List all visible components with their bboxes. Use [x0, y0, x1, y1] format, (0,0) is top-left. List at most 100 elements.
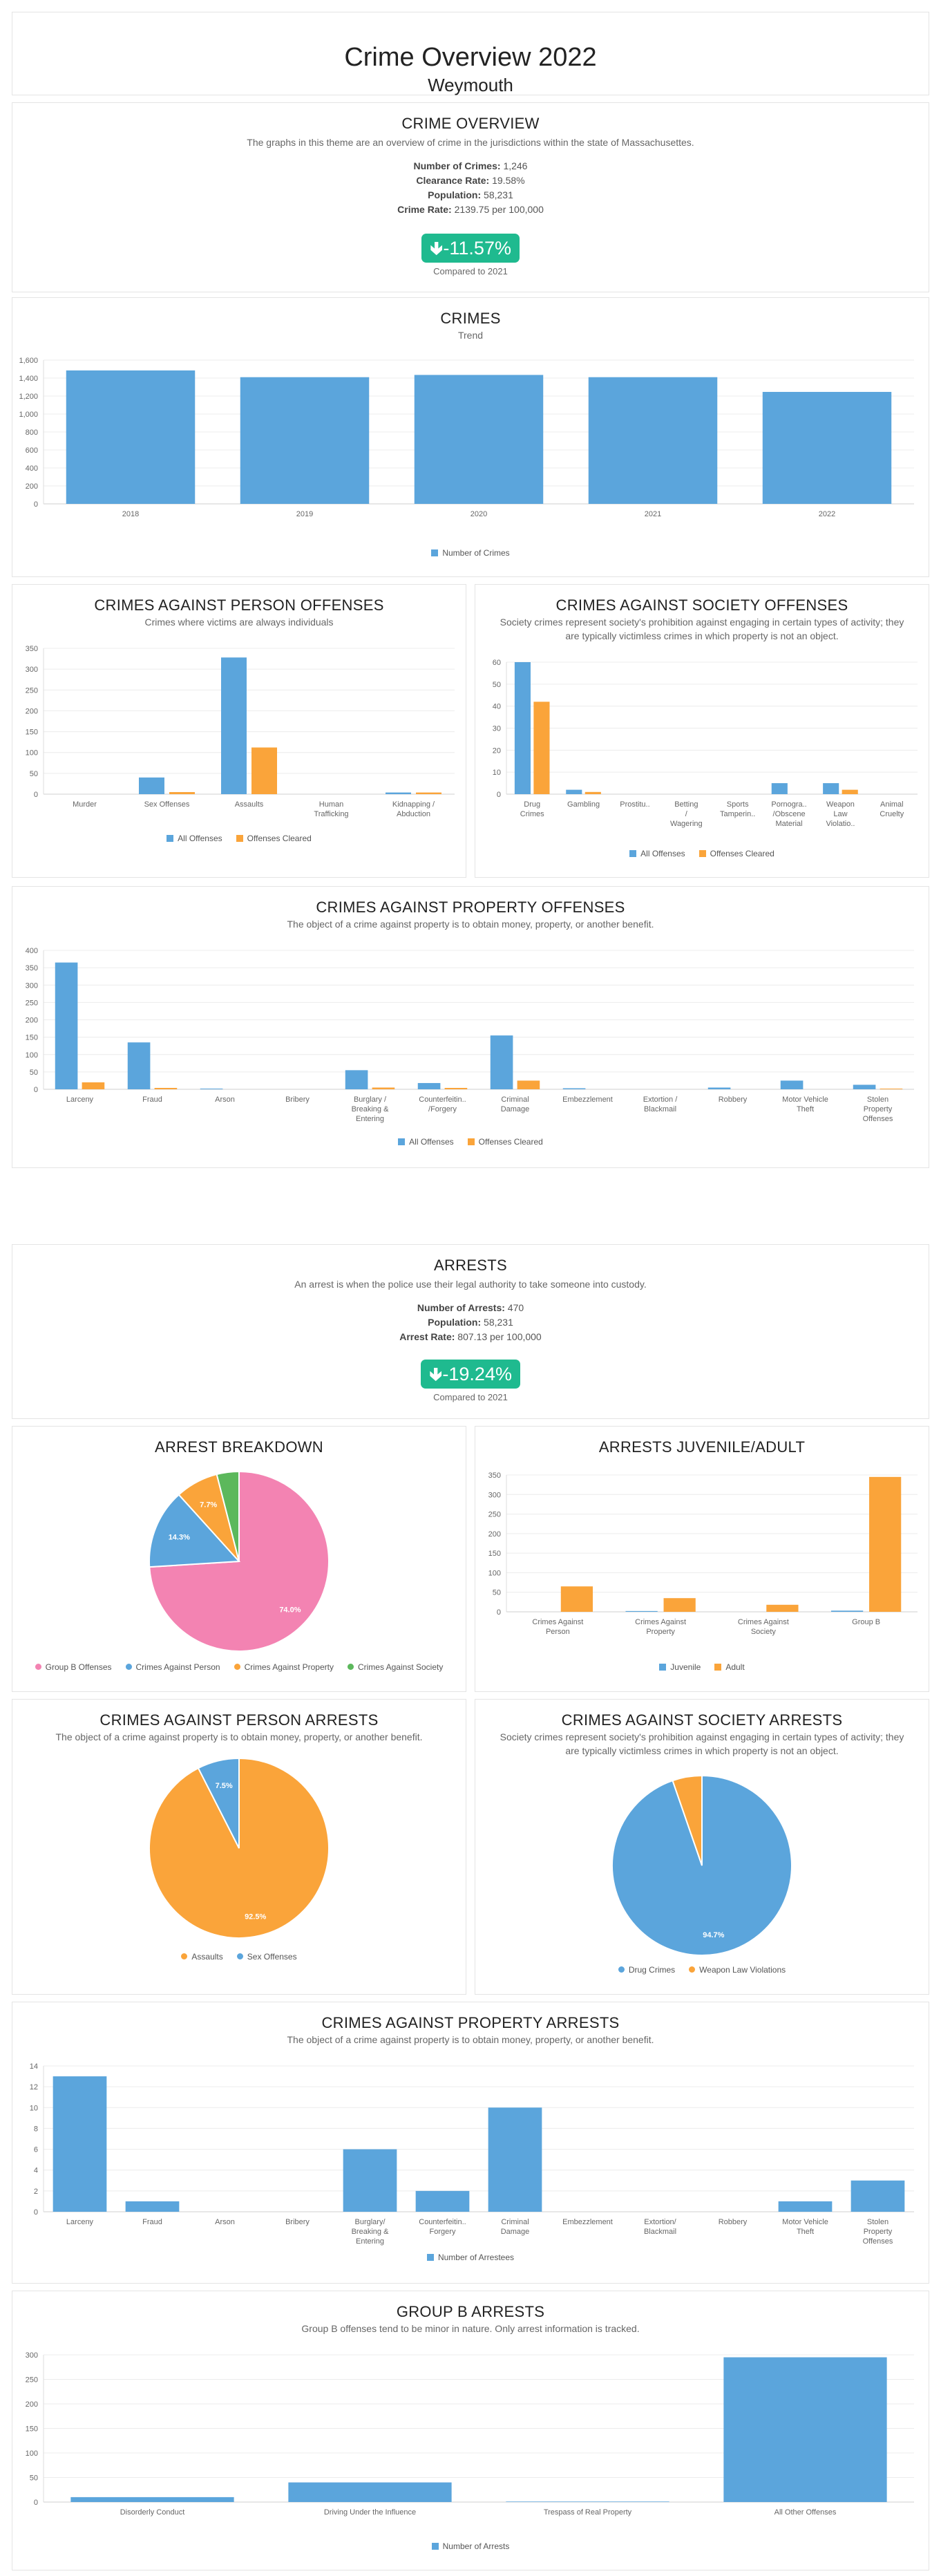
x-tick-label: Larceny — [66, 2218, 94, 2226]
bar-number-of-crimes-3[interactable] — [588, 377, 718, 504]
bar-number-of-arrestees-5[interactable] — [415, 2190, 470, 2212]
property-arrests-desc: The object of a crime against property i… — [287, 2034, 654, 2045]
legend-item-all-offenses[interactable]: All Offenses — [167, 834, 222, 843]
bar-all-offenses-1[interactable] — [138, 777, 164, 794]
legend-item-all-offenses[interactable]: All Offenses — [629, 849, 685, 858]
y-tick-label: 400 — [26, 947, 38, 955]
x-tick-label: 2020 — [470, 510, 487, 518]
bar-all-offenses-2[interactable] — [220, 657, 247, 794]
bar-juvenile-1[interactable] — [625, 1610, 658, 1612]
legend-swatch — [181, 1953, 188, 1959]
bar-offenses-cleared-0[interactable] — [82, 1082, 105, 1089]
x-tick-label: Person — [546, 1628, 570, 1636]
bar-offenses-cleared-2[interactable] — [251, 747, 278, 794]
bar-offenses-cleared-6[interactable] — [517, 1080, 540, 1089]
bar-number-of-arrestees-4[interactable] — [343, 2149, 397, 2212]
legend-item-offenses-cleared[interactable]: Offenses Cleared — [467, 1137, 543, 1147]
legend-label: Number of Arrestees — [437, 2253, 515, 2262]
arrests-population-label: Population: — [428, 1317, 482, 1328]
legend-item-all-offenses[interactable]: All Offenses — [398, 1137, 454, 1147]
arrest-breakdown-title: ARREST BREAKDOWN — [155, 1438, 323, 1456]
bar-number-of-crimes-4[interactable] — [762, 392, 892, 504]
bar-all-offenses-1[interactable] — [566, 789, 582, 794]
bar-all-offenses-10[interactable] — [780, 1080, 804, 1089]
legend-swatch — [234, 1664, 240, 1670]
legend-label: Assaults — [191, 1952, 223, 1962]
x-tick-label: Blackmail — [644, 2228, 676, 2236]
y-tick-label: 150 — [26, 1034, 38, 1042]
bar-number-of-arrestees-0[interactable] — [53, 2076, 107, 2212]
legend-item-group-b-offenses[interactable]: Group B Offenses — [35, 1662, 112, 1672]
y-tick-label: 150 — [26, 728, 38, 737]
bar-offenses-cleared-6[interactable] — [842, 789, 858, 794]
bar-number-of-arrests-1[interactable] — [288, 2482, 452, 2502]
pie-label-drug-crimes: 94.7% — [703, 1931, 724, 1939]
bar-number-of-crimes-0[interactable] — [66, 370, 196, 504]
bar-all-offenses-9[interactable] — [707, 1087, 731, 1089]
arrest-rate-label: Arrest Rate: — [399, 1331, 455, 1342]
legend-item-adult[interactable]: Adult — [714, 1662, 745, 1672]
bar-number-of-arrestees-10[interactable] — [778, 2201, 833, 2212]
bar-all-offenses-6[interactable] — [490, 1035, 513, 1089]
legend-swatch — [167, 835, 174, 842]
bar-number-of-arrests-0[interactable] — [70, 2497, 234, 2502]
legend-item-assaults[interactable]: Assaults — [181, 1952, 223, 1962]
bar-all-offenses-11[interactable] — [853, 1084, 876, 1089]
legend-item-crimes-against-society[interactable]: Crimes Against Society — [347, 1662, 443, 1672]
legend-item-crimes-against-property[interactable]: Crimes Against Property — [234, 1662, 334, 1672]
bar-offenses-cleared-4[interactable] — [416, 792, 442, 794]
bar-number-of-arrests-3[interactable] — [723, 2357, 887, 2502]
group-b-desc: Group B offenses tend to be minor in nat… — [301, 2323, 640, 2334]
x-tick-label: Counterfeitin.. — [419, 1096, 466, 1104]
bar-all-offenses-6[interactable] — [823, 783, 839, 794]
bar-all-offenses-4[interactable] — [385, 792, 411, 794]
bar-offenses-cleared-1[interactable] — [169, 791, 196, 794]
bar-number-of-arrestees-6[interactable] — [488, 2107, 542, 2212]
bar-offenses-cleared-1[interactable] — [584, 791, 601, 794]
bar-number-of-crimes-1[interactable] — [240, 377, 370, 504]
legend-label: Sex Offenses — [247, 1952, 297, 1962]
rate-label: Crime Rate: — [397, 204, 452, 215]
bar-adult-3[interactable] — [869, 1476, 902, 1612]
legend-item-sex-offenses[interactable]: Sex Offenses — [236, 1952, 297, 1962]
bar-all-offenses-0[interactable] — [514, 662, 531, 794]
legend-item-number-of-arrests[interactable]: Number of Arrests — [431, 2541, 509, 2551]
bar-juvenile-3[interactable] — [830, 1610, 864, 1612]
bar-adult-2[interactable] — [766, 1604, 799, 1612]
bar-all-offenses-4[interactable] — [345, 1070, 368, 1089]
legend-item-offenses-cleared[interactable]: Offenses Cleared — [236, 834, 312, 843]
bar-all-offenses-5[interactable] — [771, 783, 788, 794]
pie-slice-crimes-against-person[interactable] — [149, 1494, 241, 1568]
bar-all-offenses-7[interactable] — [562, 1088, 586, 1089]
y-tick-label: 150 — [488, 1550, 501, 1558]
bar-number-of-crimes-2[interactable] — [414, 375, 544, 504]
bar-adult-1[interactable] — [663, 1598, 696, 1612]
x-tick-label: Bribery — [285, 1096, 310, 1104]
legend-item-juvenile[interactable]: Juvenile — [659, 1662, 701, 1672]
bar-offenses-cleared-4[interactable] — [372, 1087, 395, 1089]
legend-item-weapon-law-violations[interactable]: Weapon Law Violations — [689, 1965, 786, 1975]
legend-item-drug-crimes[interactable]: Drug Crimes — [618, 1965, 675, 1975]
bar-all-offenses-1[interactable] — [127, 1042, 151, 1089]
legend-item-number-of-arrestees[interactable]: Number of Arrestees — [426, 2253, 515, 2262]
bar-number-of-arrestees-11[interactable] — [850, 2180, 905, 2212]
bar-adult-0[interactable] — [560, 1586, 593, 1612]
pie-slice-crimes-against-society[interactable] — [216, 1470, 240, 1562]
legend-item-number-of-crimes[interactable]: Number of Crimes — [431, 548, 510, 558]
pie-slice-weapon-law-violations[interactable] — [672, 1774, 703, 1866]
legend-item-crimes-against-person[interactable]: Crimes Against Person — [125, 1662, 220, 1672]
bar-number-of-arrestees-1[interactable] — [125, 2201, 180, 2212]
bar-all-offenses-5[interactable] — [417, 1082, 441, 1089]
pie-slice-sex-offenses[interactable] — [197, 1757, 240, 1849]
bar-offenses-cleared-1[interactable] — [154, 1087, 178, 1089]
bar-number-of-arrests-2[interactable] — [506, 2501, 669, 2502]
x-tick-label: Extortion/ — [644, 2218, 676, 2226]
bar-offenses-cleared-5[interactable] — [444, 1087, 468, 1089]
bar-offenses-cleared-0[interactable] — [533, 702, 550, 794]
legend-item-offenses-cleared[interactable]: Offenses Cleared — [698, 849, 774, 858]
arrests-stats: Number of Arrests: 470 Population: 58,23… — [12, 1301, 929, 1344]
y-tick-label: 200 — [488, 1530, 501, 1539]
x-tick-label: Crimes Against — [635, 1618, 686, 1626]
bar-all-offenses-0[interactable] — [55, 962, 78, 1089]
x-tick-label: Fraud — [142, 2218, 162, 2226]
